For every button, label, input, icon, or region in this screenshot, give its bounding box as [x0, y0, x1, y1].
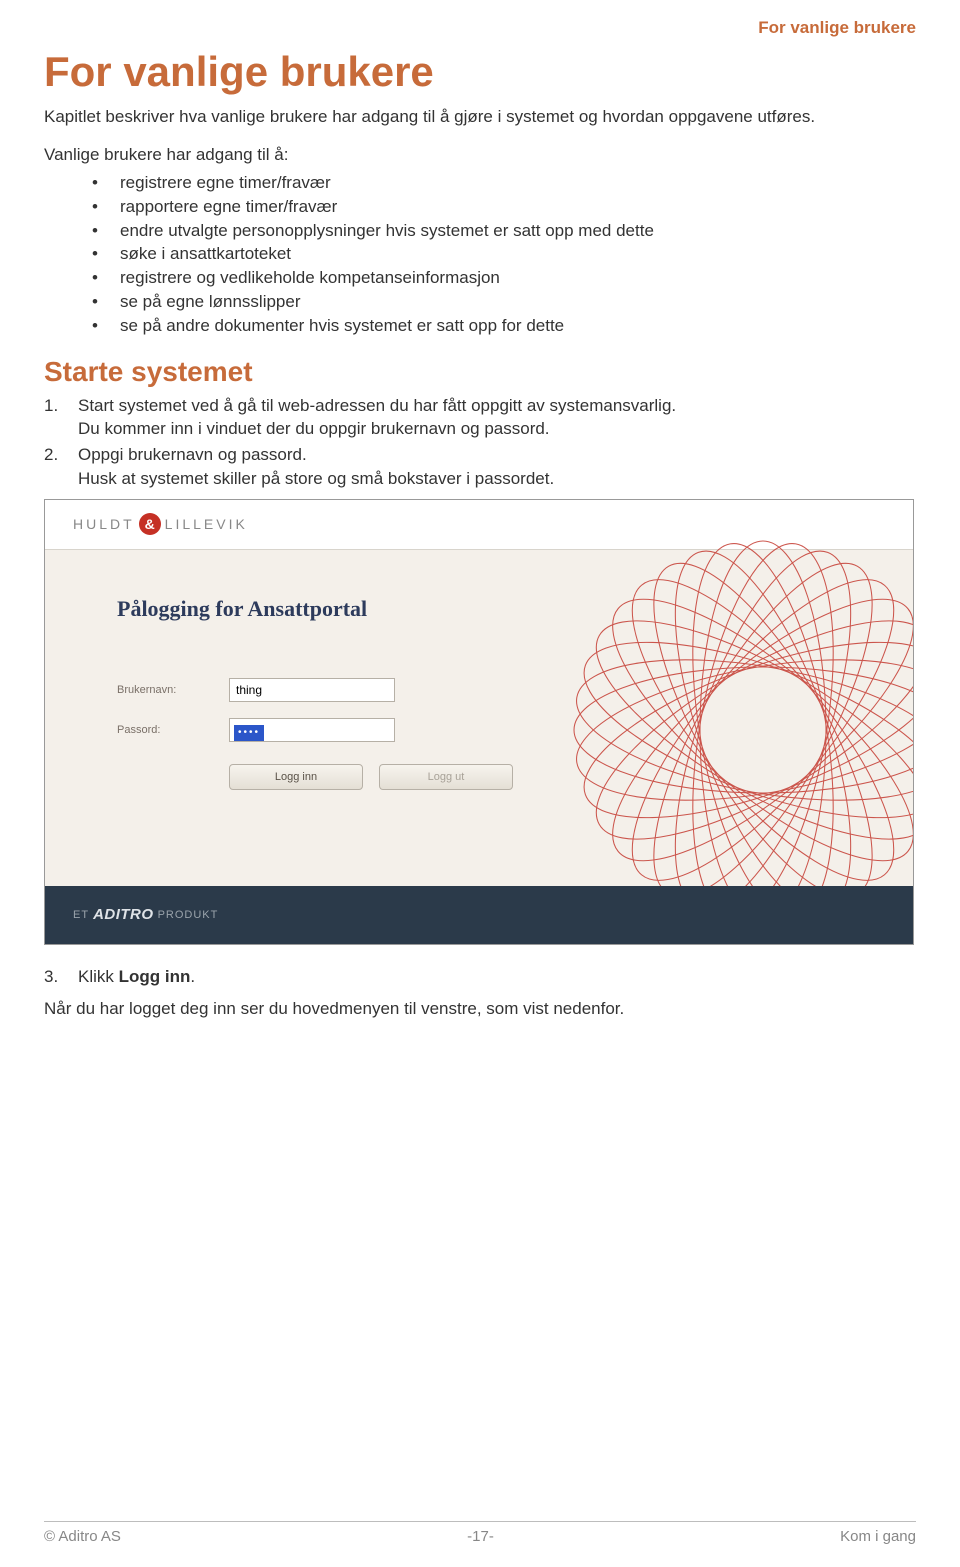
footer-right: Kom i gang	[840, 1528, 916, 1545]
closing-paragraph: Når du har logget deg inn ser du hovedme…	[44, 997, 916, 1021]
login-footer: ET ADITRO PRODUKT	[45, 886, 913, 944]
spirograph-decoration	[553, 520, 914, 940]
access-bullet-list: registrere egne timer/fravær rapportere …	[44, 171, 916, 338]
step-text-suffix: .	[190, 967, 195, 986]
bullet-item: endre utvalgte personopplysninger hvis s…	[92, 219, 916, 243]
step-number: 1.	[44, 394, 58, 418]
password-row: Passord: ••••	[117, 718, 395, 742]
logout-button[interactable]: Logg ut	[379, 764, 513, 790]
login-button[interactable]: Logg inn	[229, 764, 363, 790]
steps-list: 1. Start systemet ved å gå til web-adres…	[44, 394, 916, 491]
step-text: Husk at systemet skiller på store og små…	[78, 469, 554, 488]
bullet-item: registrere og vedlikeholde kompetanseinf…	[92, 266, 916, 290]
brand-badge-icon: &	[139, 513, 161, 535]
bullet-item: se på egne lønnsslipper	[92, 290, 916, 314]
footer-left: © Aditro AS	[44, 1528, 121, 1545]
step-text-prefix: Klikk	[78, 967, 119, 986]
step-text: Du kommer inn i vinduet der du oppgir br…	[78, 419, 550, 438]
login-screenshot: HULDT & LILLEVIK	[44, 499, 914, 945]
footer-post: PRODUKT	[158, 909, 219, 921]
password-mask: ••••	[234, 725, 264, 741]
login-button-row: Logg inn Logg ut	[229, 764, 513, 790]
brand-right: LILLEVIK	[165, 516, 248, 532]
username-label: Brukernavn:	[117, 684, 229, 696]
step-text: Start systemet ved å gå til web-adressen…	[78, 396, 676, 415]
step-number: 3.	[44, 965, 58, 989]
bullet-item: søke i ansattkartoteket	[92, 242, 916, 266]
access-lead: Vanlige brukere har adgang til å:	[44, 145, 916, 165]
footer-brand: ADITRO	[93, 906, 154, 923]
step-item: 1. Start systemet ved å gå til web-adres…	[44, 394, 916, 442]
bullet-item: registrere egne timer/fravær	[92, 171, 916, 195]
step-text-bold: Logg inn	[119, 967, 191, 986]
step-number: 2.	[44, 443, 58, 467]
login-heading: Pålogging for Ansattportal	[117, 596, 367, 622]
bullet-item: rapportere egne timer/fravær	[92, 195, 916, 219]
password-input[interactable]: ••••	[229, 718, 395, 742]
username-input[interactable]	[229, 678, 395, 702]
footer-pre: ET	[73, 909, 89, 921]
password-label: Passord:	[117, 724, 229, 736]
step-text: Oppgi brukernavn og passord.	[78, 445, 307, 464]
footer-center: -17-	[467, 1528, 494, 1545]
footer-rule	[44, 1521, 916, 1522]
header-section-label: For vanlige brukere	[44, 18, 916, 38]
login-body: Pålogging for Ansattportal Brukernavn: P…	[45, 550, 913, 888]
step-item: 2. Oppgi brukernavn og passord. Husk at …	[44, 443, 916, 491]
username-row: Brukernavn:	[117, 678, 395, 702]
bullet-item: se på andre dokumenter hvis systemet er …	[92, 314, 916, 338]
page-title: For vanlige brukere	[44, 48, 916, 96]
brand-left: HULDT	[73, 516, 135, 532]
step-item: 3. Klikk Logg inn.	[44, 965, 916, 989]
intro-paragraph: Kapitlet beskriver hva vanlige brukere h…	[44, 106, 916, 129]
page-footer: © Aditro AS -17- Kom i gang	[44, 1521, 916, 1545]
login-brand-bar: HULDT & LILLEVIK	[45, 500, 913, 550]
steps-list-continued: 3. Klikk Logg inn.	[44, 965, 916, 989]
section-heading-start: Starte systemet	[44, 356, 916, 388]
